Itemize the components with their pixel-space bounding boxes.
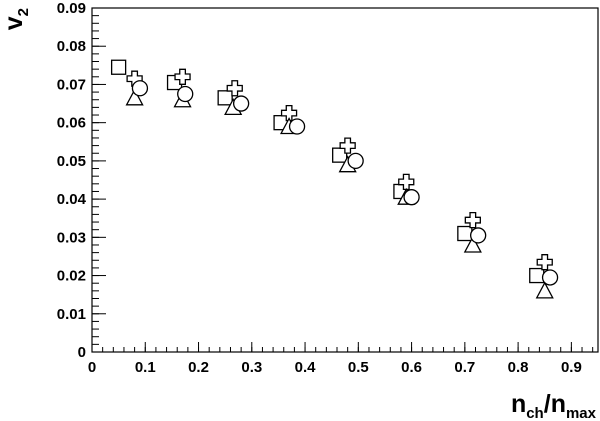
data-point-cross	[464, 211, 481, 229]
data-point-cross	[226, 80, 243, 97]
axis-tick-labels: 0 0.1 0.2 0.3 0.4 0.5 0.6 0.7 0.8 0.9 0 0.01 0.02 0.0…	[57, 0, 582, 376]
data-point-circle	[470, 227, 487, 244]
data-point-cross	[339, 137, 356, 154]
x-tick-label: 0.5	[348, 359, 369, 376]
x-tick-label: 0	[88, 359, 96, 376]
x-tick-label: 0.3	[241, 359, 262, 376]
x-tick-label: 0.6	[401, 359, 422, 376]
x-tick-label: 0.7	[454, 359, 475, 376]
data-point-cross	[398, 173, 415, 191]
x-axis-title-sub: ch	[526, 405, 544, 421]
axis-ticks	[91, 7, 594, 353]
x-axis-title-sub2: max	[566, 405, 597, 421]
data-point-square	[217, 90, 233, 106]
x-axis-title-main: n	[511, 390, 526, 418]
y-tick-label: 0.06	[57, 115, 86, 132]
x-tick-label: 0.8	[508, 359, 529, 376]
data-point-cross	[536, 254, 553, 271]
data-point-cross	[174, 68, 191, 85]
data-point-circle	[232, 95, 250, 112]
y-axis-title-main: v	[0, 16, 28, 30]
data-point-triangle	[535, 281, 554, 299]
y-tick-label: 0.09	[57, 0, 86, 17]
data-point-circle	[541, 269, 559, 286]
data-points	[110, 59, 559, 299]
y-tick-label: 0.01	[57, 306, 86, 323]
y-axis-title: v2	[0, 8, 32, 30]
data-point-circle	[288, 118, 306, 135]
y-tick-label: 0.07	[57, 76, 86, 93]
x-axis-title-sep: /	[544, 390, 551, 418]
data-point-square	[529, 267, 545, 284]
x-tick-label: 0.2	[188, 359, 209, 376]
x-axis-title-main2: n	[551, 390, 566, 418]
data-point-circle	[131, 80, 149, 97]
y-tick-label: 0	[78, 344, 86, 361]
plot-frame	[91, 7, 599, 353]
y-tick-label: 0.08	[57, 38, 86, 55]
data-point-circle	[403, 189, 420, 206]
y-tick-label: 0.04	[57, 191, 87, 208]
x-tick-label: 0.4	[295, 359, 317, 376]
y-tick-label: 0.03	[57, 229, 86, 246]
data-point-circle	[347, 152, 364, 170]
x-tick-label: 0.9	[561, 359, 582, 376]
x-tick-label: 0.1	[135, 359, 156, 376]
data-point-triangle	[125, 88, 144, 106]
data-point-square	[457, 225, 473, 242]
data-point-square	[110, 59, 127, 75]
data-point-circle	[177, 85, 194, 103]
y-axis-title-sub: 2	[15, 8, 32, 16]
x-axis-title: nch/nmax	[511, 390, 597, 421]
y-tick-label: 0.05	[57, 153, 86, 170]
y-tick-label: 0.02	[57, 268, 86, 285]
data-point-triangle	[463, 235, 482, 253]
